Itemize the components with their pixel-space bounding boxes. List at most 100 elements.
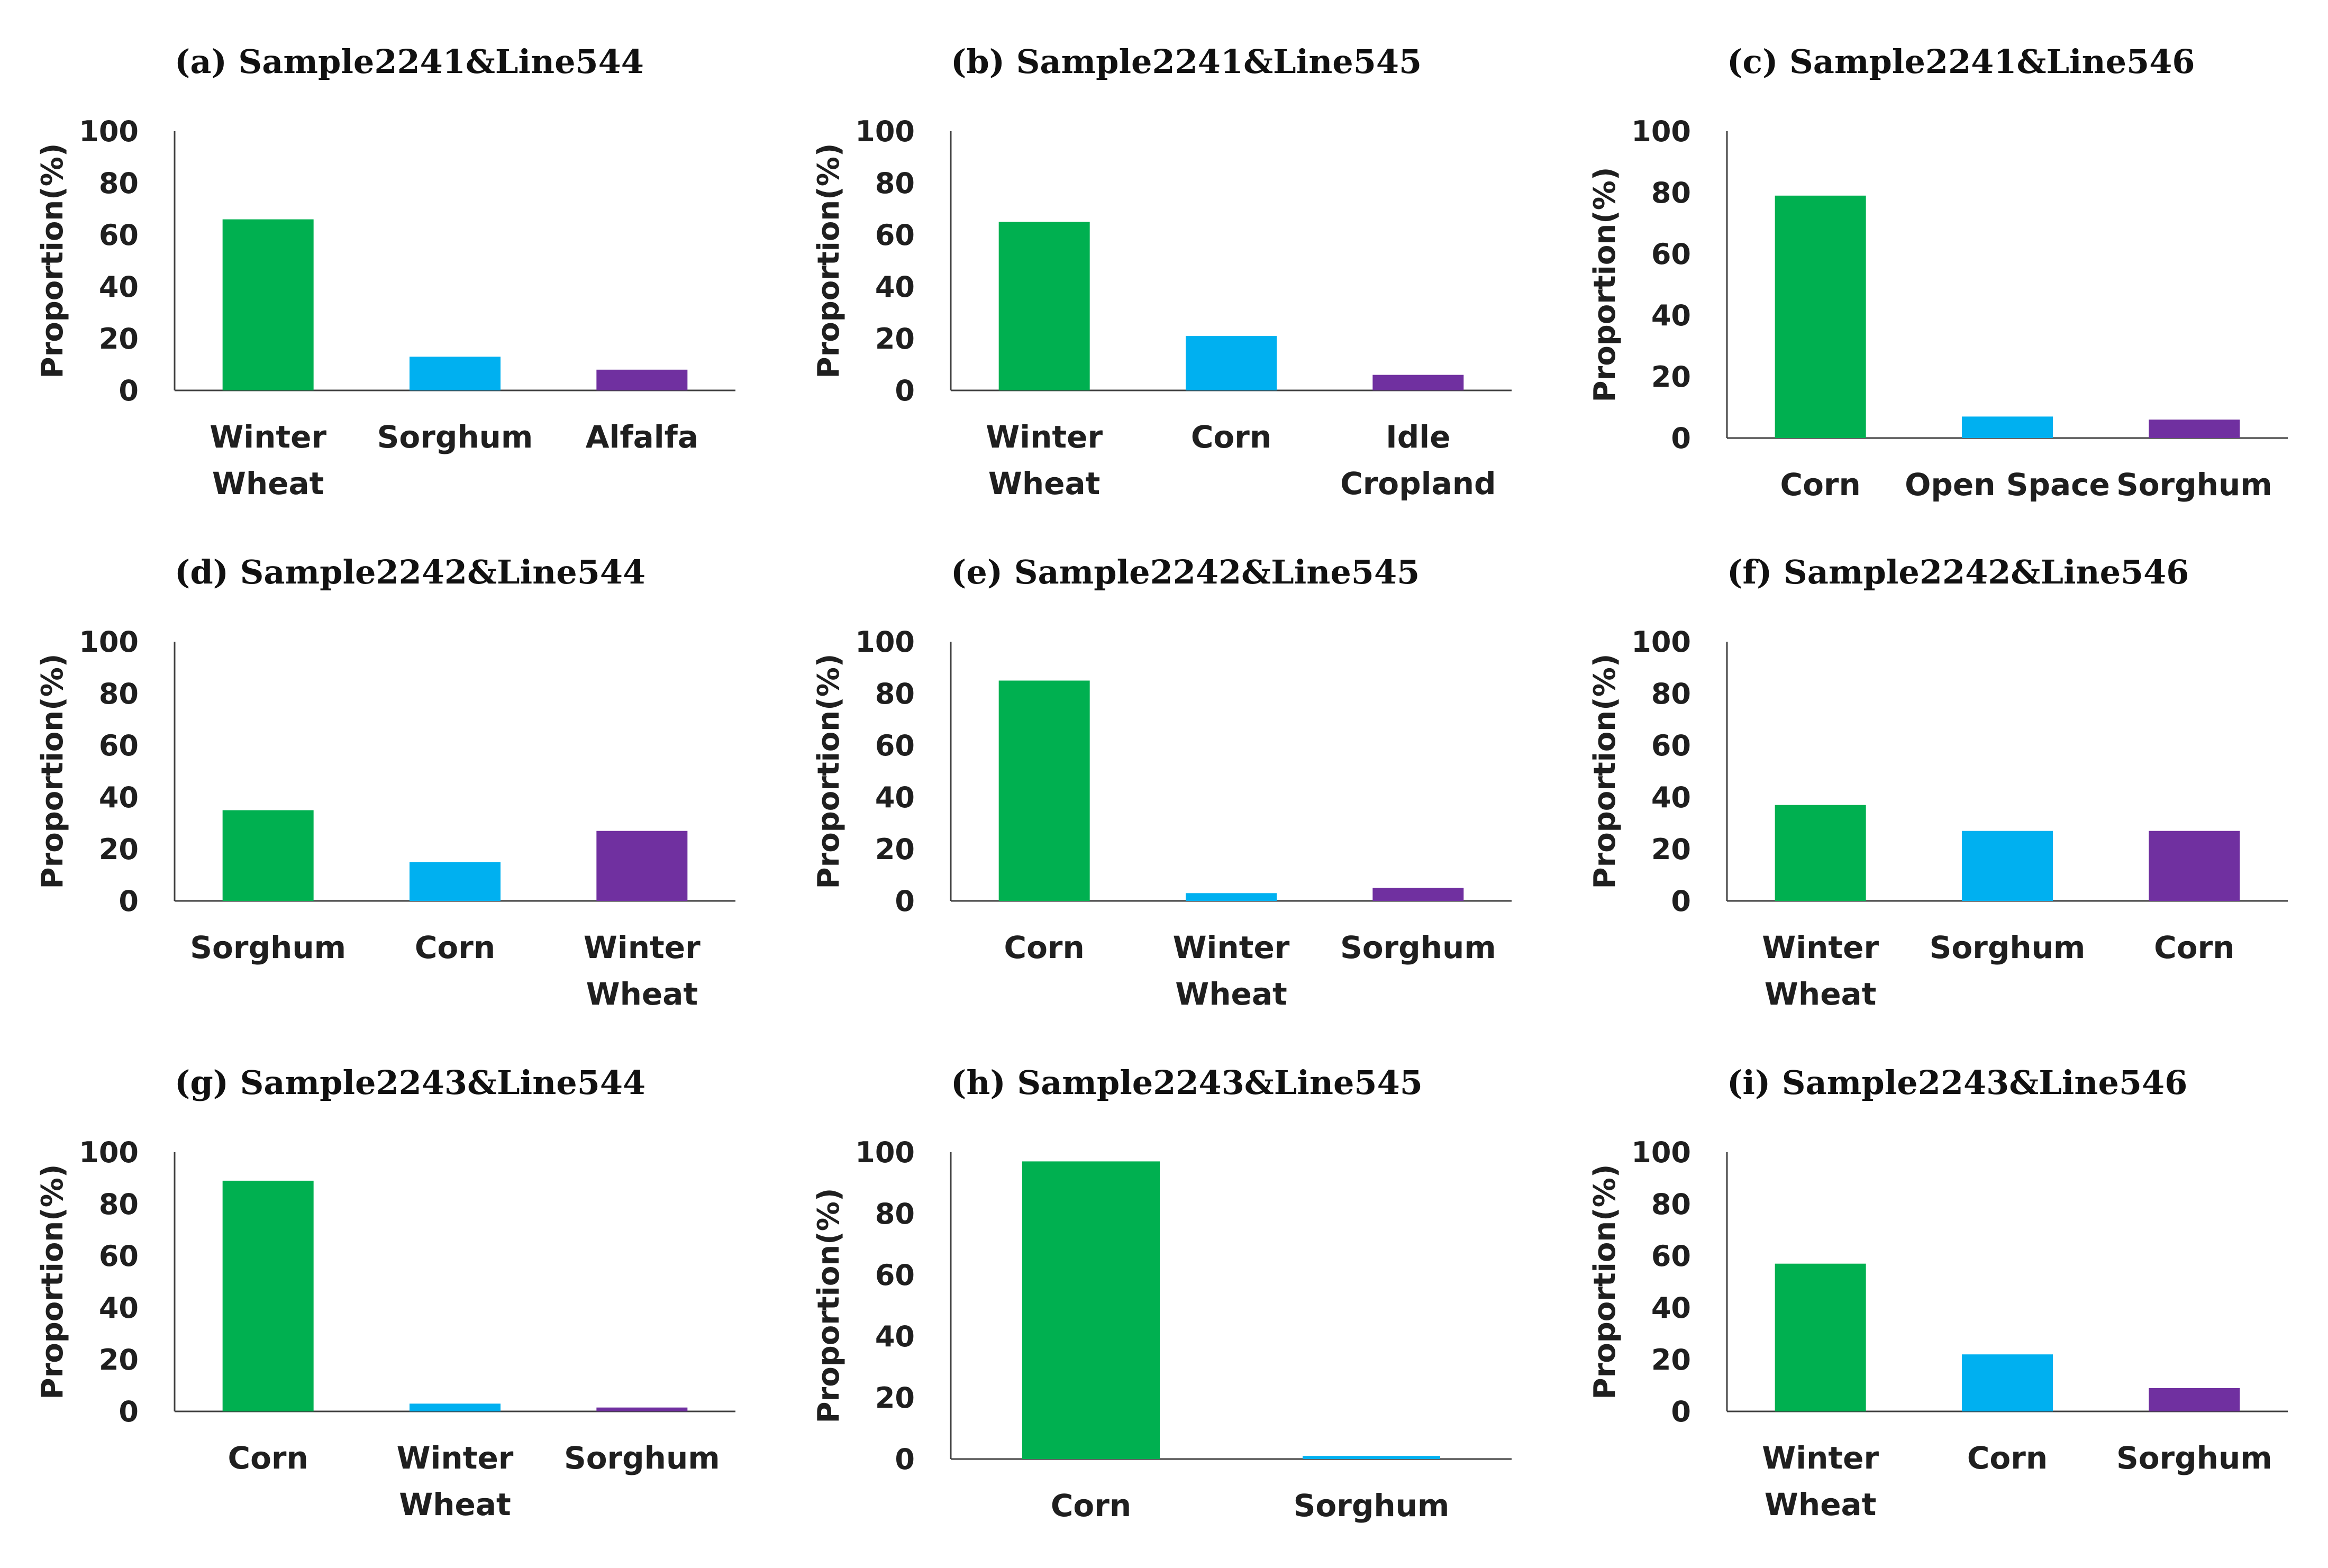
bar [222,219,314,390]
y-tick-label: 40 [1651,299,1691,332]
y-tick-label: 60 [1651,729,1691,762]
y-tick-label: 100 [79,115,139,148]
y-tick-label: 80 [875,677,915,710]
chart-svg: (a) Sample2241&Line544 Proportion(%) 0 20 40… [35,42,735,502]
x-tick-label: Cropland [1340,466,1496,502]
x-tick-label: Winter [210,419,326,455]
y-tick-label: 60 [99,1239,139,1273]
y-tick-label: 20 [1651,1343,1691,1376]
x-tick-label: Wheat [1765,1487,1876,1523]
bar [1962,831,2053,901]
x-tick-label: Winter [1173,929,1290,965]
panel-g: (g) Sample2243&Line544 Proportion(%) 0 20 40… [0,1021,776,1544]
y-tick-label: 100 [855,625,915,659]
bar [998,222,1090,390]
y-tick-label: 0 [119,374,139,407]
y-tick-label: 40 [99,1291,139,1325]
y-tick-label: 100 [1631,115,1691,148]
chart-svg: (b) Sample2241&Line545 Proportion(%) 0 20 40… [812,42,1512,502]
y-tick-label: 40 [1651,781,1691,814]
panel-title: (e) Sample2242&Line545 [951,553,1420,591]
panel-b: (b) Sample2241&Line545 Proportion(%) 0 20 40… [776,0,1552,523]
x-tick-label: Corn [1004,929,1085,965]
y-tick-label: 20 [1651,360,1691,394]
bar [1962,1354,2053,1411]
y-tick-label: 60 [875,1259,915,1292]
x-tick-label: Open Space [1905,467,2110,503]
bar [1372,375,1464,390]
y-tick-label: 0 [895,1443,915,1476]
y-tick-label: 0 [1671,422,1691,455]
y-tick-label: 100 [1631,625,1691,659]
y-tick-label: 80 [99,1188,139,1221]
y-axis-label: Proportion(%) [812,1188,846,1424]
x-tick-label: Corn [415,929,495,965]
y-tick-label: 40 [1651,1291,1691,1325]
y-tick-label: 80 [99,677,139,710]
y-tick-label: 20 [99,833,139,866]
x-tick-label: Wheat [212,466,324,502]
x-tick-label: Corn [1967,1440,2048,1476]
panel-title: (i) Sample2243&Line546 [1727,1063,2187,1102]
y-axis-label: Proportion(%) [1588,167,1622,403]
y-tick-label: 40 [875,1320,915,1353]
panel-c: (c) Sample2241&Line546 Proportion(%) 0 20 40… [1552,0,2328,523]
chart-svg: (e) Sample2242&Line545 Proportion(%) 0 20 40… [812,553,1512,1012]
x-tick-label: Wheat [586,976,698,1012]
y-tick-label: 0 [895,885,915,918]
bar [1022,1161,1160,1459]
chart-svg: (i) Sample2243&Line546 Proportion(%) 0 20 40… [1588,1063,2288,1523]
y-axis-label: Proportion(%) [1588,654,1622,889]
chart-svg: (h) Sample2243&Line545 Proportion(%) 0 20 40… [812,1063,1512,1524]
x-tick-label: Sorghum [1294,1488,1450,1524]
y-axis-label: Proportion(%) [35,143,70,379]
panel-f: (f) Sample2242&Line546 Proportion(%) 0 20 40… [1552,510,2328,1033]
y-axis-label: Proportion(%) [812,654,846,889]
chart-svg: (d) Sample2242&Line544 Proportion(%) 0 20 40… [35,553,735,1012]
y-tick-label: 20 [875,322,915,355]
x-tick-label: Winter [397,1440,514,1476]
panel-a: (a) Sample2241&Line544 Proportion(%) 0 20 40… [0,0,776,523]
x-tick-label: Corn [1191,419,1271,455]
chart-svg: (g) Sample2243&Line544 Proportion(%) 0 20 40… [35,1063,735,1523]
y-tick-label: 20 [99,1343,139,1376]
x-tick-label: Sorghum [1340,929,1496,965]
y-tick-label: 40 [875,781,915,814]
y-tick-label: 80 [875,1197,915,1230]
y-tick-label: 20 [1651,833,1691,866]
bar [1775,1263,1866,1411]
y-tick-label: 0 [119,1395,139,1428]
panel-title: (c) Sample2241&Line546 [1727,42,2195,81]
x-tick-label: Wheat [1765,976,1876,1012]
y-tick-label: 60 [1651,1239,1691,1273]
x-tick-label: Corn [1780,467,1861,503]
panel-title: (f) Sample2242&Line546 [1727,553,2189,591]
x-tick-label: Winter [584,929,701,965]
bar [596,831,688,901]
y-axis-label: Proportion(%) [1588,1164,1622,1400]
y-tick-label: 0 [1671,885,1691,918]
y-tick-label: 100 [1631,1136,1691,1169]
bar [222,1180,314,1411]
x-tick-label: Wheat [988,466,1100,502]
y-tick-label: 60 [1651,238,1691,271]
x-tick-label: Alfalfa [586,419,698,455]
x-tick-label: Sorghum [564,1440,720,1476]
bar [1775,195,1866,438]
panel-title: (a) Sample2241&Line544 [175,42,644,81]
panel-title: (d) Sample2242&Line544 [175,553,645,591]
y-axis-label: Proportion(%) [812,143,846,379]
chart-svg: (c) Sample2241&Line546 Proportion(%) 0 20 40… [1588,42,2288,503]
panel-e: (e) Sample2242&Line545 Proportion(%) 0 20 40… [776,510,1552,1033]
y-tick-label: 80 [1651,1188,1691,1221]
y-tick-label: 80 [1651,176,1691,209]
y-tick-label: 0 [1671,1395,1691,1428]
y-tick-label: 80 [875,167,915,200]
x-tick-label: Sorghum [2116,1440,2272,1476]
y-axis-label: Proportion(%) [35,654,70,889]
y-tick-label: 40 [875,270,915,304]
bar [596,369,688,390]
y-axis-label: Proportion(%) [35,1164,70,1400]
panel-title: (b) Sample2241&Line545 [951,42,1422,81]
